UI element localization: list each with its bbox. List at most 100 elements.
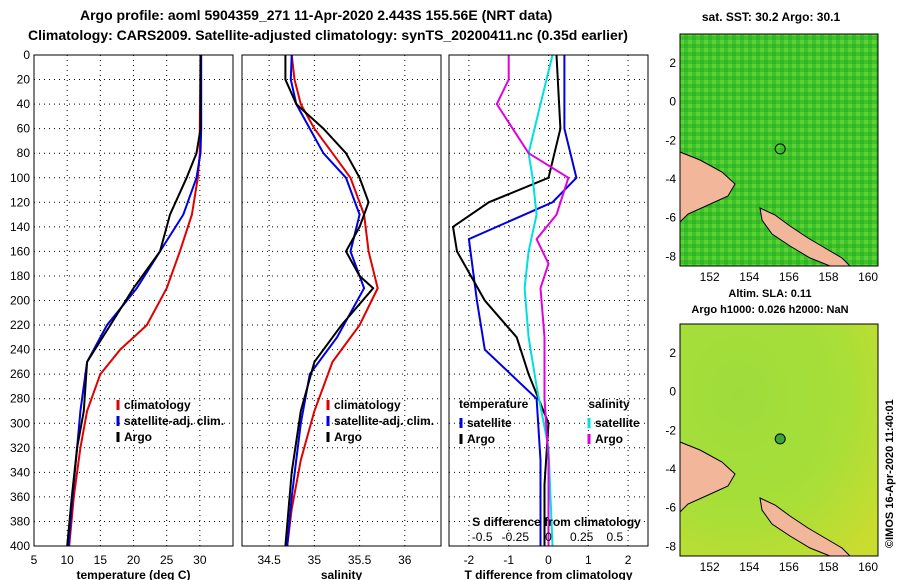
x-tick-label: 35.5: [348, 553, 372, 567]
y-tick-label: 180: [10, 269, 30, 283]
map-y-tick-label: 2: [669, 56, 676, 70]
map-x-tick-label: 156: [779, 560, 799, 574]
map-x-tick-label: 160: [858, 560, 878, 574]
y-tick-label: 240: [10, 343, 30, 357]
y-tick-label: 220: [10, 318, 30, 332]
sst-land-bougainville: [759, 207, 852, 267]
map-y-tick-label: 2: [669, 346, 676, 360]
y-tick-label: 80: [17, 146, 31, 160]
y-tick-label: 280: [10, 392, 30, 406]
credit: ©IMOS 16-Apr-2020 11:40:01: [884, 399, 896, 548]
sla-land-new-ireland: [679, 441, 736, 514]
x-tick-label: 2: [625, 553, 632, 567]
y-tick-label: 380: [10, 514, 30, 528]
title-line-1: Argo profile: aoml 5904359_271 11-Apr-20…: [80, 7, 552, 23]
y-tick-label: 340: [10, 465, 30, 479]
y-tick-label: 100: [10, 171, 30, 185]
sla-map-title-2: Argo h1000: 0.026 h2000: NaN: [691, 304, 848, 316]
series-line-argo: [66, 55, 202, 547]
y-tick-label: 40: [17, 97, 31, 111]
map-y-tick-label: -4: [665, 172, 676, 186]
y-tick-label: 300: [10, 416, 30, 430]
x-tick-label: -1: [503, 553, 514, 567]
x-tick-label: 35: [308, 553, 322, 567]
map-y-tick-label: 0: [669, 385, 676, 399]
y-tick-label: 320: [10, 441, 30, 455]
legend-label: Argo: [595, 432, 623, 446]
x-axis-label: salinity: [321, 568, 363, 580]
map-y-tick-label: -2: [665, 133, 676, 147]
legend-label: Argo: [467, 432, 495, 446]
y-tick-label: 140: [10, 220, 30, 234]
x-tick-label: 5: [31, 553, 38, 567]
map-x-tick-label: 158: [818, 560, 838, 574]
y-tick-label: 60: [17, 122, 31, 136]
map-x-tick-label: 160: [858, 270, 878, 284]
y-tick-label: 360: [10, 490, 30, 504]
map-x-tick-label: 154: [739, 560, 759, 574]
sst-map-title: sat. SST: 30.2 Argo: 30.1: [702, 10, 841, 24]
legend-label: satellite-adj. clim.: [334, 414, 434, 428]
map-x-tick-label: 152: [700, 560, 720, 574]
series-line-salinity-satellite: [523, 54, 554, 547]
map-y-tick-label: -8: [665, 539, 676, 553]
x-tick-label: -2: [464, 553, 475, 567]
plot-frame: [448, 54, 649, 547]
x-tick-label-s: 0.25: [570, 530, 594, 544]
map-x-tick-label: 154: [739, 270, 759, 284]
legend-label: climatology: [334, 398, 401, 412]
map-y-tick-label: 0: [669, 95, 676, 109]
x-tick-label: 36: [398, 553, 412, 567]
map-x-tick-label: 156: [779, 270, 799, 284]
sla-map: Altim. SLA: 0.11 Argo h1000: 0.026 h2000…: [665, 288, 879, 574]
x-tick-label-s: -0.5: [472, 530, 493, 544]
legend-label: climatology: [124, 398, 191, 412]
legend-label: satellite-adj. clim.: [124, 414, 224, 428]
x-tick-label: 15: [94, 553, 108, 567]
sla-map-title-1: Altim. SLA: 0.11: [728, 288, 811, 300]
x-tick-label: 0: [545, 553, 552, 567]
title-line-2: Climatology: CARS2009. Satellite-adjuste…: [28, 27, 628, 43]
y-tick-label: 160: [10, 244, 30, 258]
sst-argo-marker: [774, 143, 786, 155]
x-tick-label: 20: [127, 553, 141, 567]
sla-land-bougainville: [759, 497, 852, 557]
legend-label: satellite: [595, 416, 640, 430]
series-line-salinity-argo: [495, 55, 570, 546]
map-x-tick-label: 152: [700, 270, 720, 284]
x-axis-label: temperature (deg C): [76, 568, 190, 580]
map-y-tick-label: -4: [665, 462, 676, 476]
plot-frame: [33, 54, 234, 547]
x-tick-label: 10: [60, 553, 74, 567]
sla-argo-marker: [774, 433, 786, 445]
salinity-panel: 34.5 35 35.5 36 salinity climatology satellite…: [241, 54, 442, 580]
y-tick-label: 260: [10, 367, 30, 381]
plot-frame: [241, 54, 442, 547]
map-y-tick-label: -6: [665, 211, 676, 225]
x-axis-label-top: S difference from climatology: [472, 515, 641, 529]
x-tick-label-s: -0.25: [502, 530, 530, 544]
y-tick-label: 400: [10, 539, 30, 553]
x-tick-label: 1: [585, 553, 592, 567]
map-x-tick-label: 158: [818, 270, 838, 284]
y-tick-label: 200: [10, 294, 30, 308]
x-axis-label: T difference from climatology: [464, 568, 632, 580]
map-y-tick-label: -6: [665, 501, 676, 515]
series-line-argo: [284, 55, 375, 547]
x-tick-label-s: 0.5: [606, 530, 623, 544]
map-y-tick-label: -2: [665, 423, 676, 437]
y-tick-label: 20: [17, 73, 31, 87]
y-tick-label: 120: [10, 195, 30, 209]
series-line-temperature-argo: [451, 54, 562, 546]
legend-label: Argo: [334, 430, 362, 444]
x-tick-label: 34.5: [257, 553, 281, 567]
map-y-tick-label: -8: [665, 249, 676, 263]
series-line-temperature-satellite: [467, 55, 578, 546]
legend-title-temperature: temperature: [459, 397, 529, 411]
sst-land-new-ireland: [679, 151, 736, 224]
x-tick-label: 25: [160, 553, 174, 567]
x-tick-label: 30: [193, 553, 207, 567]
legend-label: satellite: [467, 416, 512, 430]
